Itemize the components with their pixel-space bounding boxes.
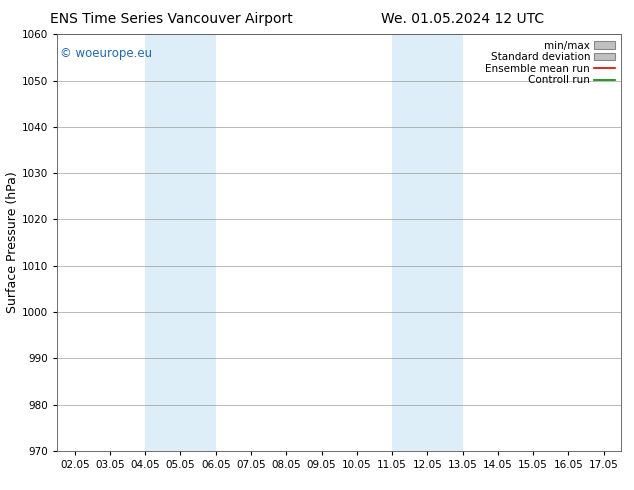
Text: ENS Time Series Vancouver Airport: ENS Time Series Vancouver Airport <box>50 12 292 26</box>
Text: © woeurope.eu: © woeurope.eu <box>60 47 152 60</box>
Bar <box>145 34 216 451</box>
Bar <box>392 34 463 451</box>
Legend: min/max, Standard deviation, Ensemble mean run, Controll run: min/max, Standard deviation, Ensemble me… <box>481 36 619 89</box>
Text: We. 01.05.2024 12 UTC: We. 01.05.2024 12 UTC <box>381 12 545 26</box>
Y-axis label: Surface Pressure (hPa): Surface Pressure (hPa) <box>6 172 19 314</box>
